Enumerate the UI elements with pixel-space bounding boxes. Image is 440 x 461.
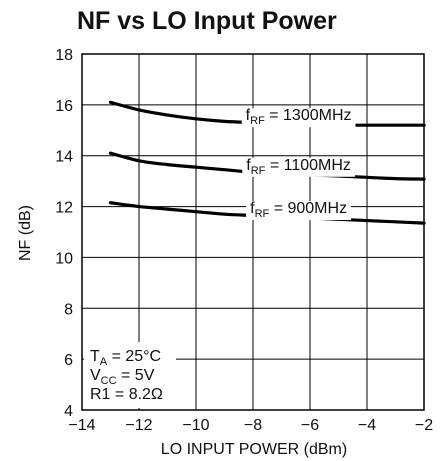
x-tick-label: −14 [68,417,95,434]
condition-line: TA = 25°C [90,348,161,368]
series-label-text: fRF = 1300MHz [246,107,352,127]
series-label-bg [241,108,356,128]
series-label-text: fRF = 900MHz [250,200,347,220]
condition-line: VCC = 5V [90,367,155,387]
y-tick-label: 6 [64,352,73,369]
y-axis-title: NF (dB) [17,205,34,261]
y-tick-label: 8 [64,301,73,318]
x-axis-title: LO INPUT POWER (dBm) [161,441,347,458]
y-tick-label: 16 [55,98,73,115]
x-tick-label: −2 [415,417,433,434]
axes: −14 −12 −10 −8 −6 −4 −2 4 6 8 10 12 14 16 18 [55,47,433,434]
x-tick-label: −8 [244,417,262,434]
series-label-text: fRF = 1100MHz [246,157,351,177]
x-tick-label: −10 [182,417,209,434]
y-tick-label: 10 [55,250,73,267]
series-labels: fRF = 1300MHz fRF = 1100MHz fRF = 900MHz [241,107,356,221]
conditions-bg [84,342,176,408]
condition-line: R1 = 8.2Ω [90,386,163,403]
y-tick-label: 18 [55,47,73,64]
series-label-bg [242,157,355,177]
x-tick-label: −6 [301,417,319,434]
chart-title: NF vs LO Input Power [77,7,337,35]
series-label-3: fRF = 900MHz [246,200,352,221]
series-label-2: fRF = 1100MHz [242,157,355,177]
x-tick-label: −4 [358,417,376,434]
y-tick-label: 4 [64,403,73,420]
series-label-bg [246,201,352,221]
y-tick-label: 14 [55,149,73,166]
x-tick-label: −12 [125,417,152,434]
series-label-1: fRF = 1300MHz [241,107,356,128]
plot-frame [81,53,425,411]
y-tick-label: 12 [55,200,73,217]
